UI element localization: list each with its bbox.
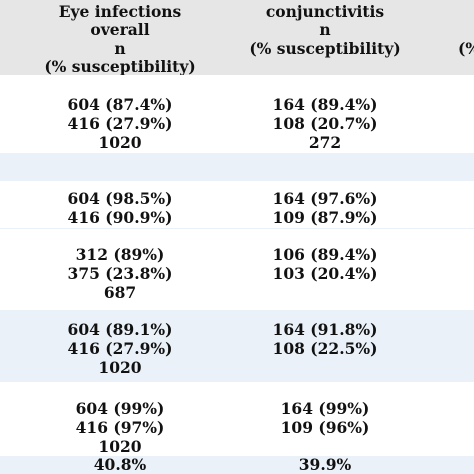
cell-line: 1020	[98, 358, 142, 377]
cell-line: 604 (99%)	[75, 399, 165, 418]
header-text: (% susceptibility)	[44, 57, 196, 76]
cell-line: 604 (98.5%)	[67, 189, 173, 208]
cell-line: 108 (22.5%)	[272, 339, 378, 358]
cell-line: 1020	[98, 133, 142, 152]
header-text: n	[319, 20, 331, 39]
header-text: Eye infections	[58, 2, 182, 21]
cell-line: 272	[308, 133, 342, 152]
cell-line: 312 (89%)	[75, 245, 165, 264]
cell-line: 109 (96%)	[280, 418, 370, 437]
cell-line: 164 (91.8%)	[272, 320, 378, 339]
table-row	[0, 153, 474, 181]
cell-line: 164 (89.4%)	[272, 95, 378, 114]
cell-line: 1020	[98, 437, 142, 456]
cell-line: 164 (99%)	[280, 399, 370, 418]
cell-line: 416 (97%)	[75, 418, 165, 437]
cell-line: 108 (20.7%)	[272, 114, 378, 133]
cell-line: 164 (97.6%)	[272, 189, 378, 208]
table-row: 604 (99%) 416 (97%) 1020 164 (99%) 109 (…	[0, 382, 474, 456]
table-row: 40.8% 39.9%	[0, 455, 474, 474]
cell-line: 103 (20.4%)	[272, 264, 378, 283]
cell-line: 416 (90.9%)	[67, 208, 173, 227]
cell-line: 39.9%	[298, 455, 352, 474]
header-text: (%	[458, 39, 474, 58]
cell-line: 106 (89.4%)	[272, 245, 378, 264]
table-row: 604 (89.1%) 416 (27.9%) 1020 164 (91.8%)…	[0, 310, 474, 382]
cell-line: 416 (27.9%)	[67, 339, 173, 358]
header-text: (% susceptibility)	[249, 39, 401, 58]
cell-line: 109 (87.9%)	[272, 208, 378, 227]
header-text: overall	[90, 20, 150, 39]
table-row: 312 (89%) 375 (23.8%) 687 106 (89.4%) 10…	[0, 228, 474, 311]
cell-line: 40.8%	[93, 455, 147, 474]
table-header: Eye infections overall n (% susceptibili…	[0, 0, 474, 76]
table-row: 604 (98.5%) 416 (90.9%) 164 (97.6%) 109 …	[0, 181, 474, 228]
header-text: conjunctivitis	[265, 2, 385, 21]
header-text: n	[114, 39, 126, 58]
cell-line: 604 (89.1%)	[67, 320, 173, 339]
cell-line: 416 (27.9%)	[67, 114, 173, 133]
table-row: 604 (87.4%) 416 (27.9%) 1020 164 (89.4%)…	[0, 75, 474, 153]
cell-line: 375 (23.8%)	[67, 264, 173, 283]
cell-line: 604 (87.4%)	[67, 95, 173, 114]
cell-line: 687	[103, 283, 137, 302]
